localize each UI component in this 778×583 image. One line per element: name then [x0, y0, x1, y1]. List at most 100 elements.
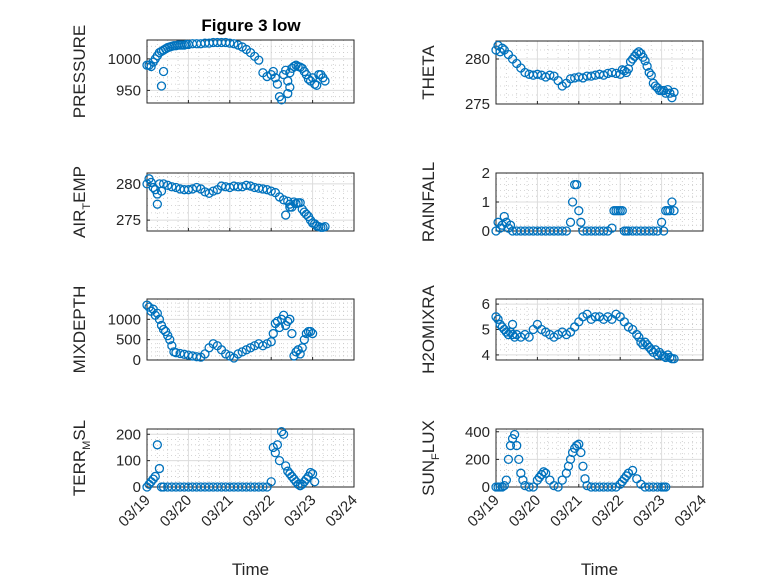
data-point	[607, 223, 617, 233]
data-point	[497, 482, 507, 492]
data-point	[512, 440, 522, 451]
data-point	[665, 206, 675, 216]
y-axis-label: PRESSURE	[70, 25, 89, 119]
data-point	[656, 217, 667, 227]
data-point	[278, 429, 289, 439]
data-point	[509, 332, 520, 342]
data-point	[192, 352, 202, 362]
x-tick-label: 03/23	[281, 492, 320, 531]
data-point	[270, 73, 280, 83]
y-tick-label: 6	[482, 296, 490, 313]
data-point	[590, 312, 601, 322]
x-tick-label: 03/24	[322, 492, 361, 531]
data-point	[644, 67, 654, 78]
series-markers	[491, 429, 671, 492]
series-markers	[491, 309, 679, 364]
data-point	[598, 226, 609, 236]
x-tick-label: 03/19	[115, 492, 154, 531]
data-point	[272, 440, 283, 450]
data-point	[598, 70, 609, 80]
data-point	[285, 68, 295, 78]
data-point	[536, 469, 547, 480]
data-point	[617, 206, 627, 216]
data-point	[509, 429, 520, 440]
data-point	[295, 349, 305, 359]
data-point	[156, 186, 167, 196]
plot-frame	[146, 298, 355, 361]
data-point	[262, 185, 272, 195]
series-markers	[142, 37, 330, 105]
panel-h2omixra: 4 5 6 H2OMIXRA	[419, 284, 704, 374]
data-point	[557, 226, 567, 236]
data-point	[578, 461, 588, 471]
data-point	[272, 79, 283, 89]
data-point	[659, 85, 669, 96]
data-point	[567, 197, 578, 207]
y-tick-label: 0	[482, 223, 490, 240]
panel-rainfall: 0 1 2 RAINFALL	[419, 162, 704, 242]
data-point	[514, 454, 524, 465]
data-point	[574, 439, 584, 449]
plot-frame	[146, 172, 355, 232]
data-point	[499, 480, 509, 491]
data-point	[524, 332, 534, 342]
data-point	[576, 447, 586, 458]
data-point	[659, 226, 669, 236]
data-point	[310, 477, 320, 487]
data-point	[632, 329, 642, 340]
data-point	[638, 340, 648, 350]
y-tick-label: 0	[133, 479, 141, 496]
data-point	[285, 314, 295, 324]
panel-terr_msl: 0 100 200 03/19 03/20 03/21 03/22 03/23 03/24 Tim…	[70, 420, 361, 579]
data-point	[266, 477, 276, 487]
data-point	[652, 350, 663, 360]
data-point	[299, 335, 309, 345]
data-point	[276, 426, 287, 437]
data-point	[524, 482, 534, 492]
data-point	[245, 181, 256, 191]
data-point	[659, 351, 669, 361]
data-point	[165, 335, 175, 345]
x-tick-label: 03/24	[671, 492, 710, 531]
data-point	[148, 474, 158, 484]
data-point	[667, 93, 677, 103]
data-point	[276, 95, 287, 105]
series-markers	[491, 40, 679, 103]
data-point	[150, 471, 160, 482]
y-axis-label: AIRTEMP	[70, 166, 93, 238]
data-point	[258, 482, 268, 492]
series-markers	[142, 426, 320, 492]
data-point	[303, 74, 314, 84]
data-point	[669, 206, 679, 216]
panel-air_temp: 275 280 AIRTEMP	[70, 166, 355, 238]
data-point	[278, 195, 289, 205]
data-point	[652, 226, 663, 236]
data-point	[565, 217, 576, 227]
data-point	[167, 341, 177, 351]
data-point	[669, 87, 679, 97]
data-point	[505, 220, 516, 230]
y-axis-label: MIXDEPTH	[70, 286, 89, 374]
y-tick-label: 275	[465, 96, 490, 113]
data-point	[295, 198, 305, 208]
y-tick-label: 200	[465, 451, 490, 468]
data-point	[503, 454, 514, 465]
data-point	[268, 66, 278, 77]
data-point	[549, 480, 559, 491]
data-point	[192, 182, 202, 193]
y-tick-label: 280	[116, 176, 141, 193]
data-point	[621, 471, 632, 481]
y-tick-label: 950	[116, 82, 141, 99]
data-point	[283, 88, 293, 99]
data-point	[499, 211, 509, 222]
data-point	[561, 226, 572, 236]
panel-mixdepth: 0 500 1000 MIXDEPTH	[70, 286, 355, 374]
data-point	[312, 80, 322, 91]
x-tick-label: 03/21	[547, 492, 586, 531]
data-point	[167, 182, 177, 192]
plot-frame	[495, 40, 704, 105]
y-tick-label: 1	[482, 194, 490, 211]
x-axis-label: Time	[581, 560, 618, 579]
data-point	[507, 329, 518, 340]
data-point	[305, 467, 316, 478]
